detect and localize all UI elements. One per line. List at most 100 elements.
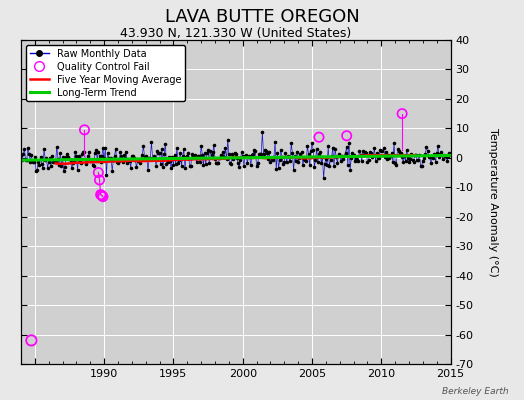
Point	[115, 158, 123, 165]
Point	[286, 158, 294, 165]
Point	[434, 143, 442, 150]
Point	[293, 148, 301, 155]
Point	[401, 158, 410, 164]
Point	[168, 154, 177, 161]
Point	[116, 149, 125, 156]
Point	[64, 154, 72, 160]
Point	[333, 160, 342, 166]
Point	[260, 147, 269, 153]
Point	[181, 165, 189, 172]
Point	[280, 159, 289, 165]
Point	[406, 156, 414, 162]
Point	[287, 140, 296, 146]
Point	[385, 154, 394, 161]
Point	[105, 154, 113, 161]
Point	[337, 158, 345, 164]
Point	[332, 154, 341, 160]
Point	[288, 150, 297, 156]
Point	[234, 160, 242, 166]
Point	[366, 149, 374, 155]
Point	[339, 156, 347, 163]
Point	[247, 162, 255, 168]
Point	[372, 157, 380, 164]
Point	[292, 158, 300, 165]
Point	[52, 143, 61, 150]
Point	[149, 153, 158, 159]
Point	[357, 158, 366, 164]
Point	[257, 151, 265, 157]
Point	[442, 152, 450, 159]
Point	[158, 146, 166, 152]
Point	[135, 157, 143, 164]
Point	[95, 177, 104, 183]
Point	[352, 155, 360, 162]
Point	[187, 163, 195, 170]
Point	[185, 162, 194, 169]
Point	[279, 161, 287, 168]
Point	[380, 153, 389, 160]
Point	[403, 154, 412, 161]
Point	[192, 159, 201, 165]
Point	[364, 157, 373, 164]
Point	[97, 153, 106, 159]
Point	[93, 156, 101, 162]
Point	[175, 157, 183, 163]
Point	[50, 157, 59, 164]
Point	[30, 154, 39, 160]
Point	[20, 146, 29, 152]
Point	[153, 147, 161, 154]
Point	[32, 168, 40, 174]
Point	[132, 164, 140, 170]
Point	[317, 160, 325, 166]
Point	[58, 154, 67, 160]
Point	[341, 150, 350, 156]
Point	[417, 163, 425, 169]
Point	[421, 151, 430, 158]
Point	[84, 153, 92, 159]
Point	[27, 337, 36, 344]
Point	[315, 151, 323, 157]
Point	[323, 162, 331, 168]
Point	[331, 146, 340, 153]
Point	[26, 158, 35, 165]
Point	[439, 156, 447, 162]
Point	[433, 150, 441, 156]
Point	[435, 154, 443, 160]
Point	[409, 159, 418, 165]
Point	[29, 158, 38, 165]
Point	[256, 151, 264, 157]
Point	[299, 162, 307, 168]
Point	[35, 162, 43, 168]
Point	[141, 153, 150, 160]
Point	[303, 142, 312, 149]
Point	[209, 149, 217, 156]
Point	[241, 153, 249, 160]
Point	[396, 149, 404, 156]
Point	[436, 150, 444, 157]
Point	[324, 143, 332, 150]
Point	[96, 192, 105, 198]
Point	[418, 162, 426, 169]
Point	[170, 152, 179, 158]
Point	[302, 158, 310, 164]
Point	[137, 156, 145, 162]
Text: LAVA BUTTE OREGON: LAVA BUTTE OREGON	[165, 8, 359, 26]
Point	[62, 154, 70, 160]
Point	[25, 150, 33, 157]
Point	[51, 159, 60, 166]
Point	[75, 158, 84, 164]
Point	[114, 160, 122, 167]
Point	[77, 160, 85, 166]
Point	[38, 161, 46, 168]
Point	[91, 150, 99, 156]
Point	[67, 157, 75, 164]
Point	[429, 155, 438, 162]
Point	[391, 160, 399, 166]
Point	[290, 153, 299, 159]
Point	[264, 156, 272, 162]
Y-axis label: Temperature Anomaly (°C): Temperature Anomaly (°C)	[487, 128, 497, 276]
Point	[377, 148, 386, 154]
Point	[343, 132, 351, 139]
Point	[271, 139, 279, 146]
Point	[111, 153, 119, 159]
